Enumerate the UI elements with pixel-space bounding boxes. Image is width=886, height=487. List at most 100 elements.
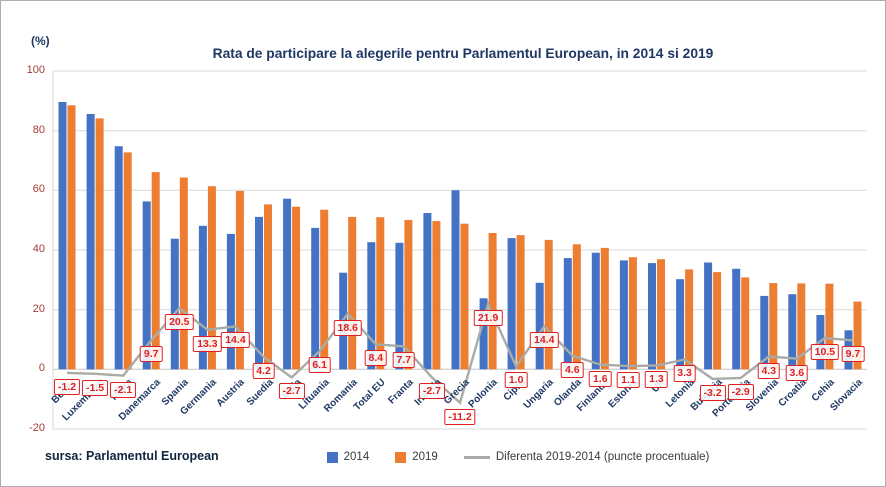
- bar-2014: [704, 262, 713, 370]
- difference-label: 3.6: [785, 364, 809, 381]
- y-axis-tick-label: 60: [32, 183, 45, 196]
- bar-2019: [713, 272, 722, 370]
- y-axis-tick-label: 80: [32, 123, 45, 136]
- difference-label: 4.2: [252, 362, 275, 379]
- bar-2014: [591, 252, 600, 370]
- difference-label: 1.6: [589, 370, 612, 387]
- bar-2019: [488, 233, 497, 370]
- bar-2014: [563, 258, 572, 370]
- difference-label: -2.1: [110, 381, 137, 398]
- difference-label: 3.3: [673, 365, 696, 382]
- difference-label: -3.2: [699, 384, 726, 401]
- difference-label: 1.3: [645, 371, 668, 388]
- bar-2014: [283, 198, 292, 370]
- difference-label: 14.4: [529, 332, 559, 349]
- difference-label: -11.2: [444, 408, 476, 425]
- bar-2014: [535, 282, 544, 370]
- difference-label: 18.6: [333, 319, 362, 336]
- legend-swatch-2014: [326, 451, 338, 463]
- legend-label-difference: Diferenta 2019-2014 (puncte procentuale): [495, 451, 710, 463]
- bar-2014: [226, 233, 235, 370]
- bar-2019: [853, 301, 862, 370]
- bar-2019: [741, 277, 750, 370]
- source-note: sursa: Parlamentul European: [45, 449, 219, 463]
- bar-2014: [255, 216, 263, 370]
- bar-2019: [235, 190, 244, 370]
- legend-label-2014: 2014: [343, 451, 370, 463]
- bar-2014: [86, 114, 95, 370]
- y-axis-tick-label: 0: [38, 362, 45, 375]
- bar-2019: [179, 177, 188, 370]
- legend: 2014 2019 Diferenta 2019-2014 (puncte pr…: [151, 451, 885, 463]
- difference-label: 10.5: [810, 344, 840, 361]
- bar-2014: [395, 242, 404, 370]
- difference-label: -2.7: [418, 383, 445, 400]
- bar-2019: [797, 283, 806, 370]
- bar-2019: [95, 118, 104, 370]
- bar-2014: [198, 225, 207, 370]
- bar-2014: [451, 190, 460, 370]
- bar-2014: [760, 295, 769, 370]
- bar-2019: [67, 105, 76, 370]
- bar-2019: [292, 206, 301, 370]
- bar-2019: [769, 283, 778, 370]
- difference-label: -2.7: [278, 383, 305, 400]
- bar-2019: [264, 204, 272, 370]
- bar-2019: [123, 152, 132, 370]
- bar-2019: [432, 221, 441, 370]
- bar-2014: [507, 238, 516, 370]
- legend-line-swatch-icon: [463, 455, 490, 459]
- bar-2019: [376, 217, 385, 370]
- bar-2019: [825, 283, 834, 370]
- difference-label: 1.1: [617, 372, 640, 389]
- difference-label: 21.9: [473, 309, 503, 327]
- legend-item-2019: 2019: [395, 451, 438, 463]
- bar-2014: [58, 102, 67, 370]
- difference-label: -2.9: [727, 383, 754, 401]
- bar-2019: [600, 247, 609, 370]
- difference-label: -1.2: [53, 378, 81, 395]
- difference-label: 7.7: [392, 352, 416, 369]
- difference-label: 8.4: [364, 350, 388, 367]
- legend-swatch-2019: [395, 451, 407, 463]
- bar-2014: [732, 268, 741, 370]
- bar-2014: [479, 298, 488, 370]
- y-axis-tick-label: 20: [32, 302, 45, 315]
- y-axis-tick-label: -20: [29, 422, 45, 434]
- bar-2019: [685, 269, 694, 370]
- chart-title: Rata de participare la alegerile pentru …: [212, 46, 714, 61]
- difference-label: 13.3: [193, 335, 222, 352]
- y-axis-tick-label: 100: [26, 64, 45, 76]
- legend-item-difference: Diferenta 2019-2014 (puncte procentuale): [463, 451, 710, 463]
- legend-item-2014: 2014: [326, 451, 370, 463]
- bar-2014: [142, 201, 151, 370]
- difference-line: [66, 300, 854, 405]
- bar-2019: [404, 219, 413, 370]
- bar-2014: [788, 294, 797, 370]
- difference-label: 20.5: [165, 314, 194, 331]
- bar-2019: [572, 244, 581, 370]
- bar-2019: [207, 186, 216, 370]
- difference-label: 9.7: [139, 346, 163, 363]
- bar-2014: [170, 238, 179, 370]
- legend-label-2019: 2019: [412, 451, 438, 463]
- bar-2014: [619, 260, 628, 370]
- bar-2014: [114, 146, 123, 370]
- difference-label: 4.6: [560, 361, 584, 378]
- bar-2019: [516, 235, 525, 370]
- difference-label: 4.3: [757, 362, 781, 379]
- difference-label: -1.5: [82, 379, 109, 396]
- bar-2019: [460, 223, 469, 370]
- bar-2019: [657, 259, 665, 370]
- bar-2014: [648, 263, 656, 370]
- bar-2019: [151, 172, 160, 370]
- bar-2014: [367, 242, 376, 370]
- difference-label: 1.0: [504, 372, 528, 389]
- y-axis-unit-label: (%): [31, 34, 50, 48]
- difference-label: 6.1: [308, 357, 331, 374]
- difference-label: 14.4: [221, 332, 250, 349]
- bar-2019: [320, 209, 329, 370]
- bar-2014: [311, 227, 320, 370]
